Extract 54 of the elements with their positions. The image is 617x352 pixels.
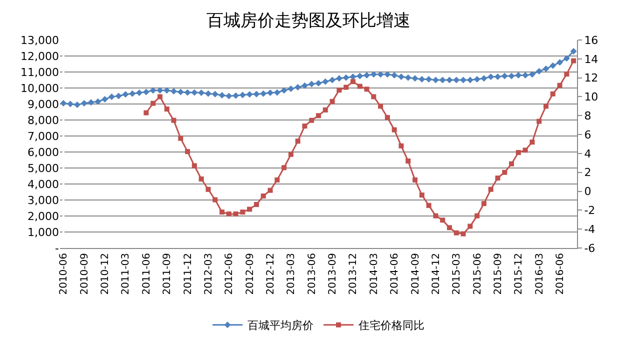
y2-tick-label: -4	[584, 222, 596, 236]
y-tick-label: 5,000	[28, 162, 59, 175]
y2-tick-label: 10	[584, 90, 598, 104]
y2-tick-label: 14	[584, 52, 598, 66]
chart-title: 百城房价走势图及环比增速	[206, 10, 410, 31]
y-tick-label: -	[55, 242, 60, 255]
x-tick-label: 2013-06	[306, 253, 318, 295]
y-tick-label: 9,000	[28, 98, 59, 111]
y-tick-label: 13,000	[20, 34, 59, 47]
x-tick-label: 2010-06	[58, 253, 70, 295]
x-tick-label: 2013-12	[348, 253, 360, 295]
y-tick-label: 8,000	[28, 114, 59, 127]
x-tick-label: 2014-09	[410, 253, 422, 295]
y2-tick-label: 12	[584, 72, 598, 85]
y-tick-label: 7,000	[28, 130, 59, 143]
x-tick-label: 2010-12	[100, 253, 112, 295]
y2-tick-label: 0	[584, 185, 592, 198]
y2-tick-label: 2	[584, 166, 592, 180]
x-tick-label: 2014-03	[368, 253, 380, 295]
x-tick-label: 2015-12	[514, 253, 525, 295]
x-tick-label: 2011-09	[162, 253, 174, 295]
x-tick-label: 2013-09	[328, 253, 339, 295]
x-tick-label: 2013-03	[286, 253, 298, 295]
y2-tick-label: -2	[584, 204, 596, 218]
x-tick-label: 2012-03	[203, 253, 214, 295]
y2-tick-label: 8	[584, 109, 592, 122]
legend-label: 住宅价格同比	[358, 319, 424, 332]
y2-tick-label: 4	[584, 147, 592, 160]
x-tick-label: 2016-06	[555, 253, 566, 295]
y2-tick-label: 6	[584, 128, 592, 142]
x-tick-label: 2012-09	[244, 253, 256, 295]
x-tick-label: 2015-03	[452, 253, 463, 295]
x-tick-label: 2011-06	[141, 253, 152, 295]
x-tick-label: 2016-03	[534, 253, 546, 295]
y-tick-label: 2,000	[28, 210, 59, 223]
y-tick-label: 10,000	[20, 82, 59, 95]
x-tick-label: 2014-06	[390, 253, 401, 295]
x-tick-label: 2010-09	[79, 253, 90, 295]
y2-tick-label: -6	[584, 242, 596, 255]
y-tick-label: 4,000	[28, 178, 59, 191]
x-tick-label: 2011-12	[182, 253, 194, 295]
x-tick-label: 2011-03	[120, 253, 132, 295]
x-tick-label: 2015-06	[472, 253, 484, 295]
x-tick-label: 2012-12	[266, 253, 276, 295]
x-tick-label: 2015-09	[492, 253, 504, 295]
y-tick-label: 11,000	[20, 66, 59, 79]
legend-label: 百城平均房价	[248, 319, 314, 332]
y2-tick-label: 16	[584, 34, 598, 47]
y-tick-label: 3,000	[28, 194, 59, 207]
y-tick-label: 6,000	[28, 146, 59, 159]
y-tick-label: 1,000	[28, 226, 59, 239]
x-tick-label: 2012-06	[224, 253, 236, 295]
y-tick-label: 12,000	[20, 50, 59, 63]
x-tick-label: 2014-12	[430, 253, 442, 295]
